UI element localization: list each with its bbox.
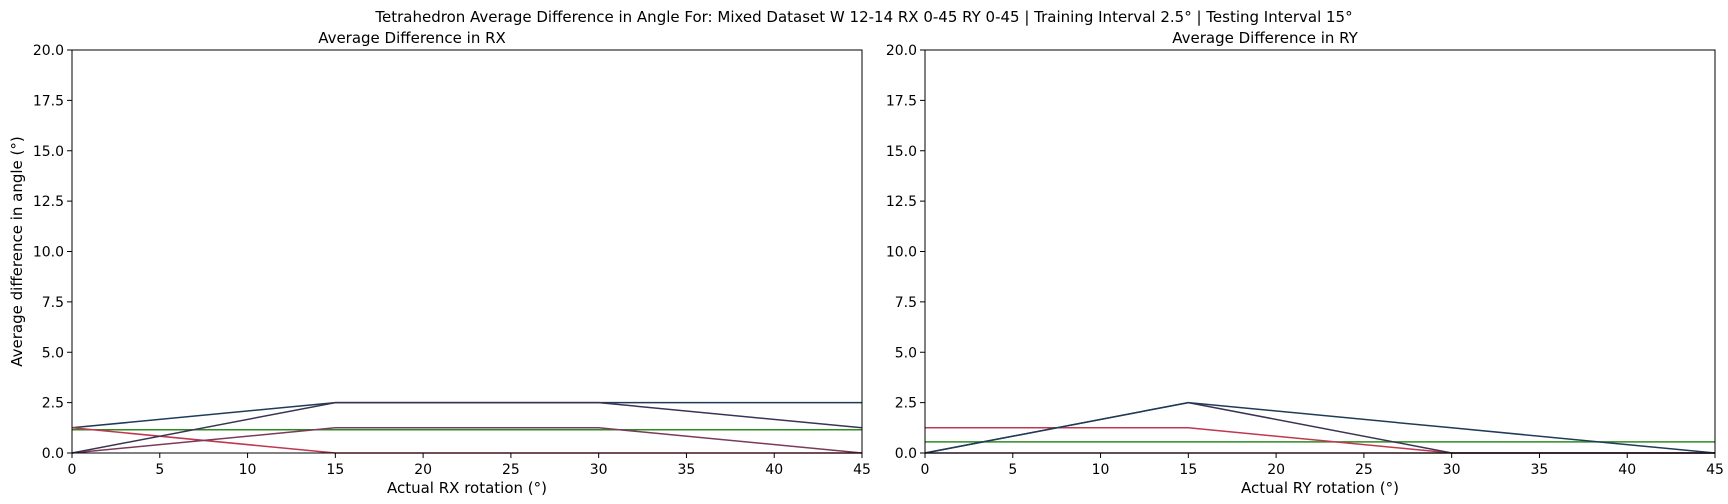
subplot-title: Average Difference in RX — [318, 29, 506, 47]
y-axis-label: Average difference in angle (°) — [8, 136, 26, 366]
x-tick-label: 45 — [853, 462, 871, 478]
y-tick-label: 12.5 — [33, 194, 64, 210]
x-tick-label: 25 — [502, 462, 520, 478]
y-tick-label: 2.5 — [42, 396, 64, 412]
series-line-4 — [71, 427, 863, 454]
x-tick-label: 20 — [1267, 462, 1285, 478]
x-tick-label: 35 — [678, 462, 696, 478]
y-tick-label: 5.0 — [42, 345, 64, 361]
y-tick-label: 5.0 — [895, 345, 917, 361]
x-tick-label: 25 — [1355, 462, 1373, 478]
series-line-2 — [925, 427, 1715, 454]
y-tick-label: 7.5 — [42, 295, 64, 311]
x-tick-label: 15 — [326, 462, 344, 478]
x-tick-label: 30 — [1443, 462, 1461, 478]
x-tick-label: 5 — [1008, 462, 1017, 478]
x-tick-label: 0 — [68, 462, 77, 478]
y-tick-label: 7.5 — [895, 295, 917, 311]
x-tick-label: 45 — [1706, 462, 1724, 478]
x-tick-label: 35 — [1531, 462, 1549, 478]
subplot-title: Average Difference in RY — [1172, 29, 1358, 47]
x-tick-label: 0 — [921, 462, 930, 478]
x-tick-label: 15 — [1179, 462, 1197, 478]
subplot-1: 0 5 10 15 20 25 30 35 40 45 0.0 2.5 5.0 7.5 10.0 12.5 15… — [8, 29, 871, 497]
x-tick-label: 20 — [414, 462, 432, 478]
x-axis-label: Actual RX rotation (°) — [387, 479, 547, 497]
y-tick-label: 15.0 — [33, 144, 64, 160]
subplot-2: 0 5 10 15 20 25 30 35 40 45 0.0 2.5 5.0 7.5 10.0 12.5 15… — [886, 29, 1724, 497]
y-tick-label: 0.0 — [42, 446, 64, 462]
y-tick-label: 12.5 — [886, 194, 917, 210]
x-tick-label: 30 — [590, 462, 608, 478]
plot-frame — [71, 49, 863, 454]
y-tick-label: 10.0 — [886, 245, 917, 261]
plot-frame — [924, 49, 1716, 454]
x-tick-label: 40 — [1618, 462, 1636, 478]
series-line-1 — [71, 401, 862, 429]
x-axis-label: Actual RY rotation (°) — [1241, 479, 1399, 497]
y-tick-label: 20.0 — [33, 43, 64, 59]
series-line-5 — [924, 401, 1716, 454]
x-tick-label: 5 — [155, 462, 164, 478]
y-tick-label: 20.0 — [886, 43, 917, 59]
x-tick-label: 10 — [1092, 462, 1110, 478]
series-line-3 — [71, 427, 862, 454]
y-tick-label: 15.0 — [886, 144, 917, 160]
figure-suptitle: Tetrahedron Average Difference in Angle … — [374, 8, 1352, 26]
y-tick-label: 10.0 — [33, 245, 64, 261]
y-tick-label: 17.5 — [33, 93, 64, 109]
x-tick-label: 40 — [765, 462, 783, 478]
series-line-5 — [71, 401, 863, 454]
y-tick-label: 0.0 — [895, 446, 917, 462]
y-tick-label: 17.5 — [886, 93, 917, 109]
subplots: 0 5 10 15 20 25 30 35 40 45 0.0 2.5 5.0 7.5 10.0 12.5 15… — [8, 29, 1724, 497]
x-tick-label: 10 — [239, 462, 257, 478]
y-tick-label: 2.5 — [895, 396, 917, 412]
